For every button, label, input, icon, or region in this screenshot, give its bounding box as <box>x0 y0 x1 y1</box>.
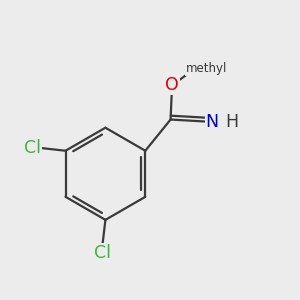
Text: methyl: methyl <box>186 62 227 75</box>
Text: Cl: Cl <box>24 139 41 157</box>
Text: N: N <box>206 113 219 131</box>
Text: O: O <box>165 76 179 94</box>
Text: Cl: Cl <box>94 244 111 262</box>
Text: H: H <box>225 113 238 131</box>
